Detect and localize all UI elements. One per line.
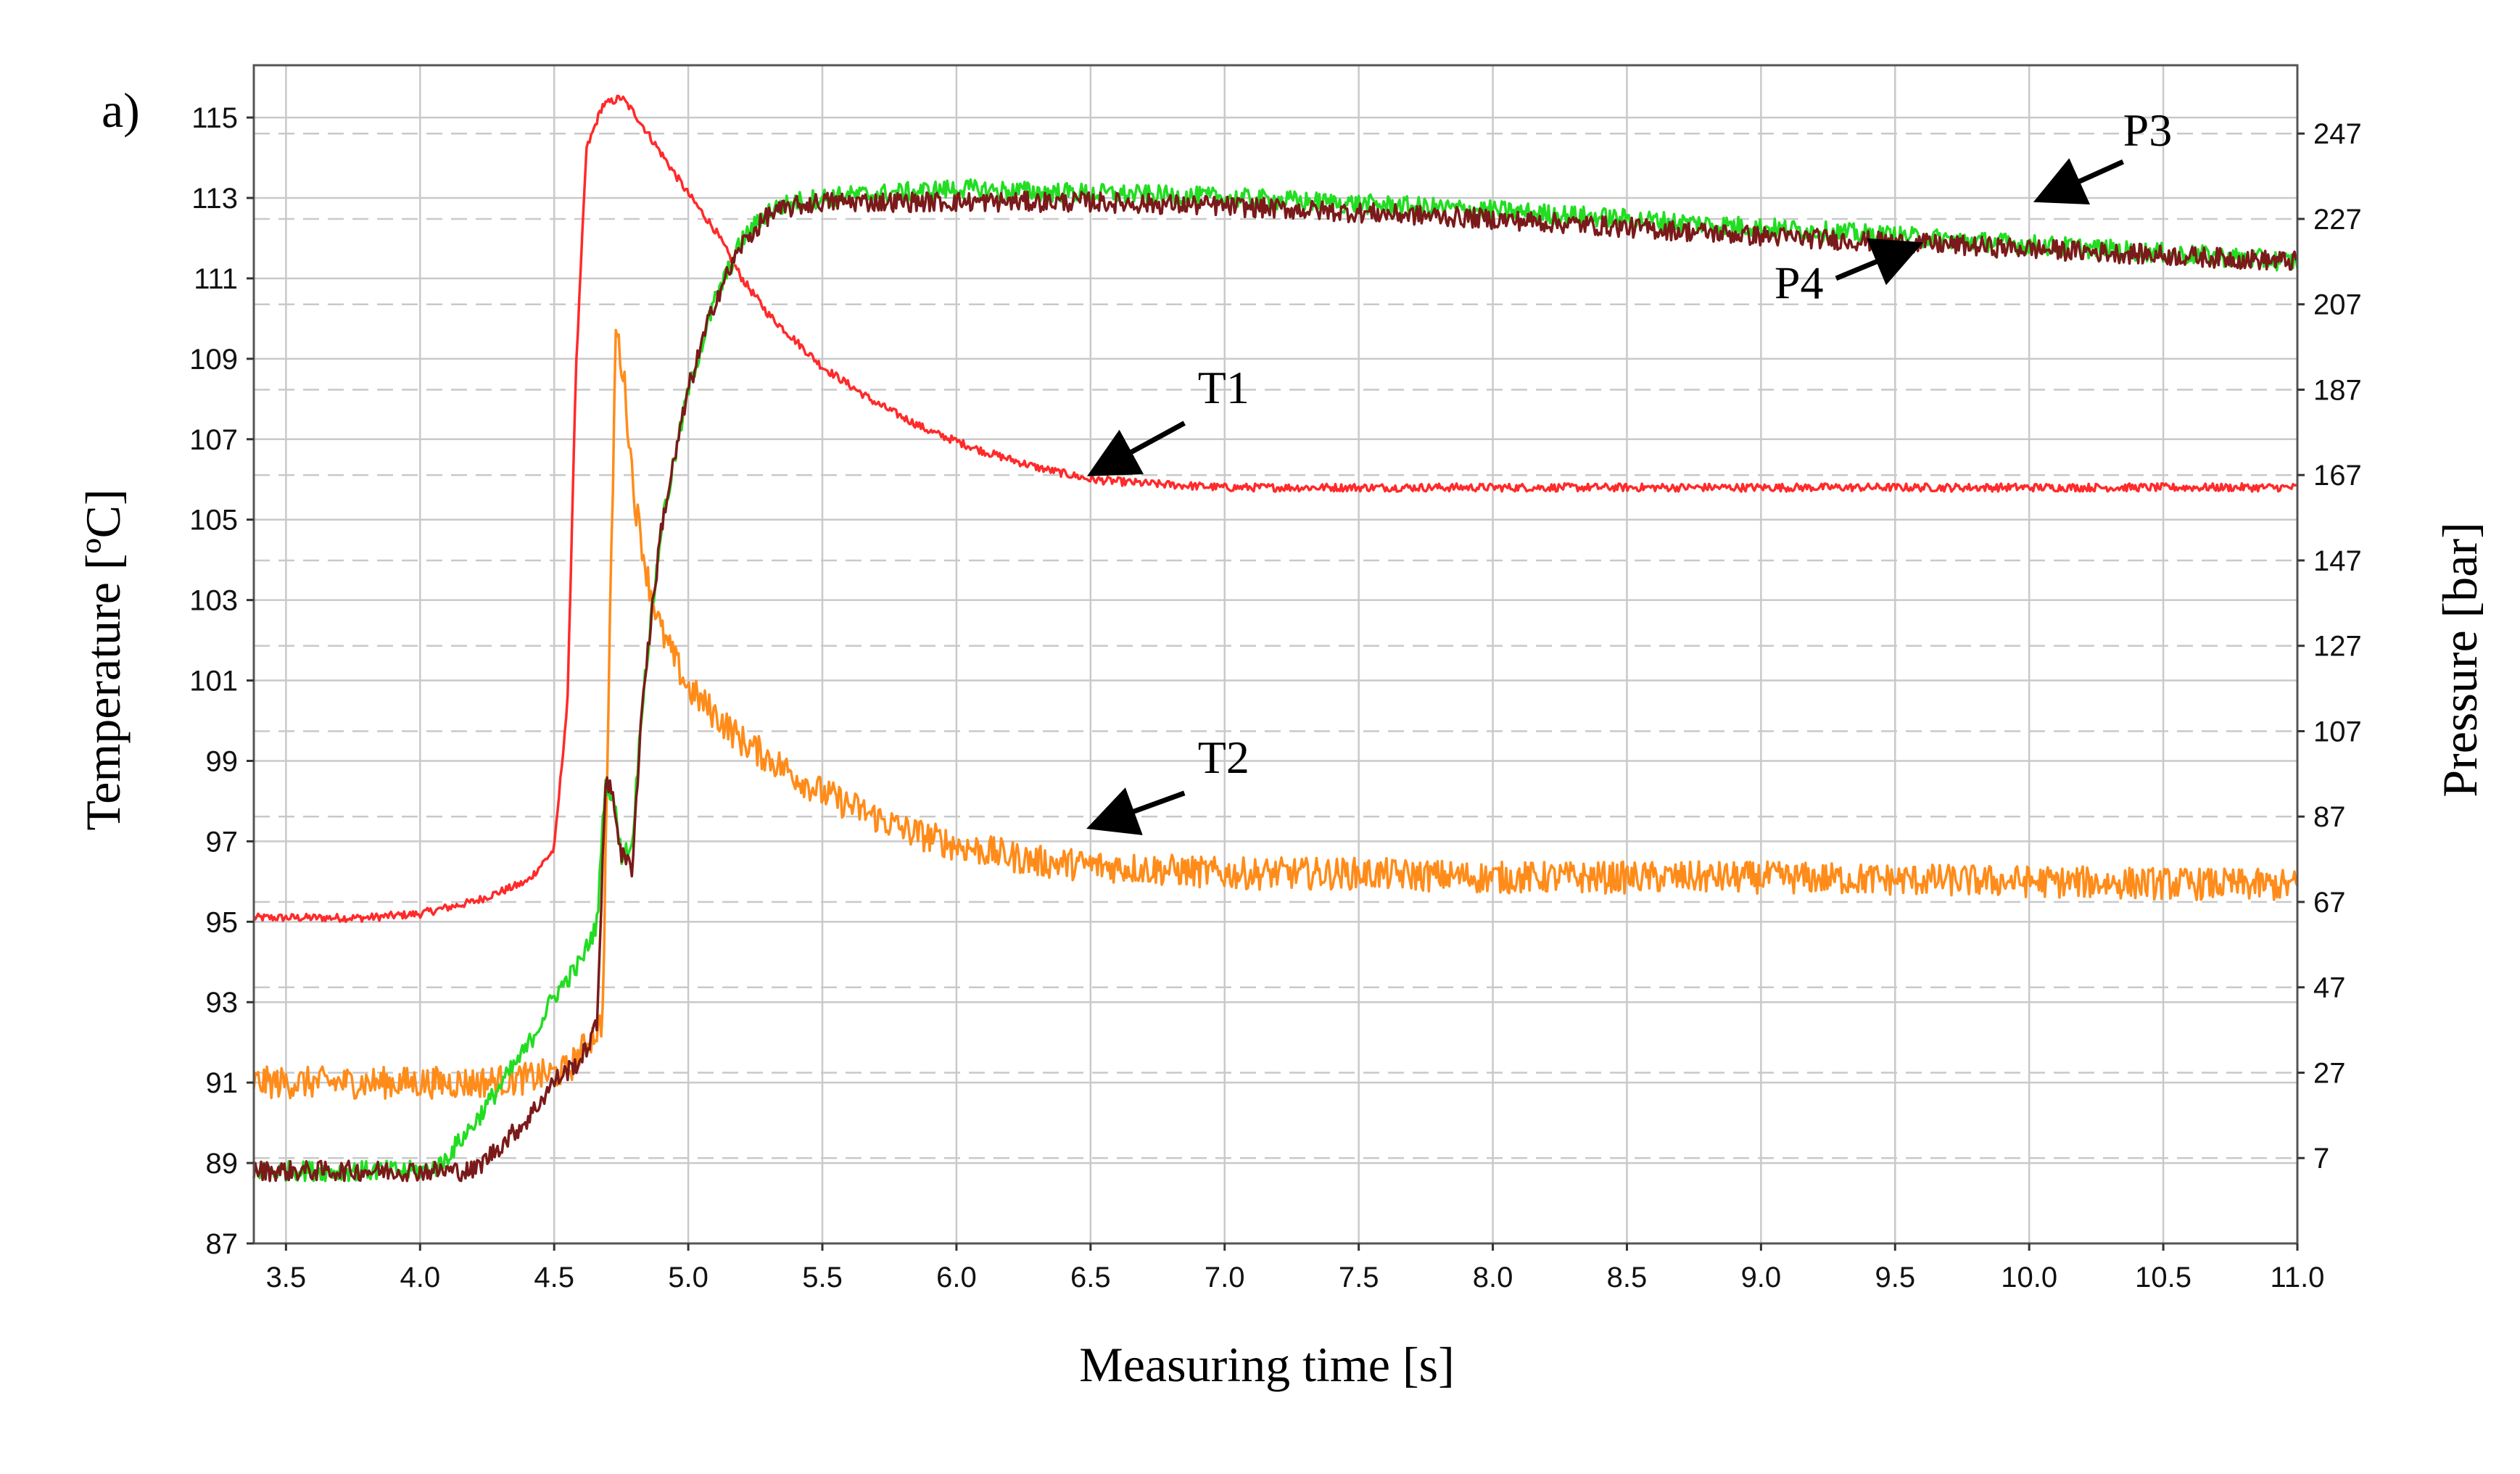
annotation-arrow-P4 (1835, 238, 1924, 286)
y-tick-label: 115 (191, 102, 238, 134)
annotation-label-T1: T1 (1198, 362, 1249, 413)
y2-tick-label: 127 (2313, 631, 2362, 663)
y-tick-labels: 87 89 91 93 95 97 99 101 103 105 107 109 111 113 115 (189, 102, 254, 1260)
x-tick-label: 9.0 (1741, 1262, 1782, 1293)
y-tick-label: 111 (194, 263, 238, 295)
x-tick-label: 6.0 (936, 1262, 977, 1293)
series-line-P4 (252, 190, 2299, 1183)
x-tick-label: 7.0 (1205, 1262, 1245, 1293)
y2-tick-label: 187 (2313, 374, 2362, 406)
y2-tick-label: 107 (2313, 716, 2362, 748)
x-tick-label: 10.5 (2135, 1262, 2191, 1293)
y-tick-label: 101 (189, 666, 238, 697)
annotation-label-T2: T2 (1198, 732, 1249, 783)
y-tick-label: 95 (206, 906, 239, 938)
annotation-label-P4: P4 (1775, 257, 1824, 309)
series-line-T2 (252, 328, 2299, 1100)
x-tick-label: 7.5 (1339, 1262, 1379, 1293)
x-tick-label: 10.0 (2001, 1262, 2057, 1293)
y2-tick-label: 67 (2313, 887, 2346, 919)
annotation-label-P3: P3 (2123, 104, 2173, 156)
annotation-arrow-T2 (1086, 787, 1186, 835)
annotation-arrow-P3 (2033, 158, 2125, 204)
y-tick-label: 99 (206, 745, 239, 777)
x-tick-label: 5.0 (668, 1262, 709, 1293)
y2-tick-labels: 7 27 47 67 87 107 127 147 167 187 207 227 247 (2297, 118, 2362, 1175)
x-tick-label: 3.5 (266, 1262, 307, 1293)
y-tick-label: 87 (206, 1228, 239, 1260)
x-tick-label: 11.0 (2271, 1262, 2325, 1293)
x-tick-label: 8.5 (1607, 1262, 1648, 1293)
y2-tick-label: 247 (2313, 118, 2362, 150)
x-tick-label: 8.0 (1473, 1262, 1513, 1293)
y2-tick-label: 147 (2313, 545, 2362, 577)
y-tick-label: 113 (191, 183, 238, 215)
y-tick-label: 91 (206, 1067, 239, 1099)
grid (254, 65, 2299, 1245)
y2-tick-label: 7 (2313, 1143, 2329, 1175)
y-tick-label: 103 (189, 585, 238, 617)
y2-tick-label: 167 (2313, 460, 2362, 492)
annotations: T1 T2 P3 P4 (1086, 104, 2173, 835)
annotation-arrow-T1 (1086, 421, 1186, 476)
panel-label: a) (102, 83, 140, 138)
x-tick-label: 4.5 (534, 1262, 574, 1293)
y2-tick-label: 207 (2313, 289, 2362, 321)
x-tick-label: 9.5 (1875, 1262, 1915, 1293)
y-tick-label: 89 (206, 1148, 239, 1180)
x-tick-labels: 3.5 4.0 4.5 5.0 5.5 6.0 6.5 7.0 7.5 8.0 8.5 9.0 9.5 1… (266, 1243, 2325, 1293)
x-tick-label: 6.5 (1070, 1262, 1111, 1293)
x-tick-label: 5.5 (802, 1262, 843, 1293)
y-tick-label: 93 (206, 987, 239, 1019)
y-axis-title: Temperature [ºC] (75, 489, 131, 830)
y2-tick-label: 227 (2313, 204, 2362, 236)
y-tick-label: 109 (189, 344, 238, 376)
y2-tick-label: 87 (2313, 801, 2346, 833)
y2-axis-title: Pressure [bar] (2432, 522, 2487, 798)
y-tick-label: 105 (189, 505, 238, 537)
series-line-T1 (252, 94, 2297, 924)
series-lines (252, 94, 2299, 1183)
y2-tick-label: 27 (2313, 1057, 2346, 1089)
y2-tick-label: 47 (2313, 972, 2346, 1004)
plot-frame (252, 64, 2299, 1245)
y-tick-label: 97 (206, 826, 239, 858)
x-axis-title: Measuring time [s] (1079, 1337, 1454, 1392)
y-tick-label: 107 (189, 424, 238, 456)
x-tick-label: 4.0 (400, 1262, 440, 1293)
